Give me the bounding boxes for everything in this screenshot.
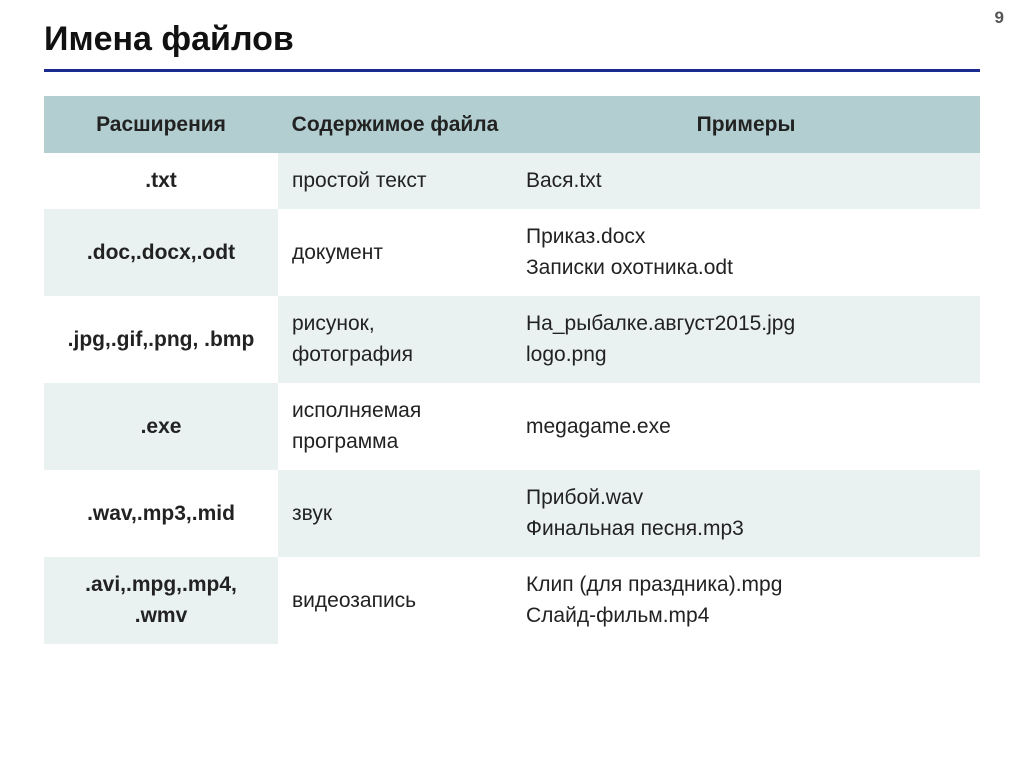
col-header-extensions: Расширения (44, 96, 278, 153)
table-row: .txt простой текст Вася.txt (44, 153, 980, 209)
cell-examples: Приказ.docxЗаписки охотника.odt (512, 209, 980, 296)
page-number: 9 (995, 8, 1004, 28)
page-title: Имена файлов (44, 20, 980, 69)
table-body: .txt простой текст Вася.txt .doc,.docx,.… (44, 153, 980, 644)
cell-content: звук (278, 470, 512, 557)
cell-examples: На_рыбалке.август2015.jpglogo.png (512, 296, 980, 383)
table-row: .doc,.docx,.odt документ Приказ.docxЗапи… (44, 209, 980, 296)
title-underline (44, 69, 980, 72)
cell-content: исполняемая программа (278, 383, 512, 470)
cell-ext: .doc,.docx,.odt (44, 209, 278, 296)
table-header-row: Расширения Содержимое файла Примеры (44, 96, 980, 153)
file-extensions-table: Расширения Содержимое файла Примеры .txt… (44, 96, 980, 644)
cell-ext: .txt (44, 153, 278, 209)
cell-examples: Клип (для праздника).mpgСлайд-фильм.mp4 (512, 557, 980, 644)
cell-ext: .wav,.mp3,.mid (44, 470, 278, 557)
cell-examples: Прибой.wavФинальная песня.mp3 (512, 470, 980, 557)
cell-content: рисунок, фотография (278, 296, 512, 383)
cell-ext: .jpg,.gif,.png, .bmp (44, 296, 278, 383)
col-header-content: Содержимое файла (278, 96, 512, 153)
cell-content: простой текст (278, 153, 512, 209)
cell-examples: megagame.exe (512, 383, 980, 470)
cell-ext: .avi,.mpg,.mp4, .wmv (44, 557, 278, 644)
col-header-examples: Примеры (512, 96, 980, 153)
cell-ext: .exe (44, 383, 278, 470)
cell-examples: Вася.txt (512, 153, 980, 209)
table-row: .wav,.mp3,.mid звук Прибой.wavФинальная … (44, 470, 980, 557)
cell-content: документ (278, 209, 512, 296)
table-row: .exe исполняемая программа megagame.exe (44, 383, 980, 470)
table-row: .jpg,.gif,.png, .bmp рисунок, фотография… (44, 296, 980, 383)
cell-content: видеозапись (278, 557, 512, 644)
table-row: .avi,.mpg,.mp4, .wmv видеозапись Клип (д… (44, 557, 980, 644)
